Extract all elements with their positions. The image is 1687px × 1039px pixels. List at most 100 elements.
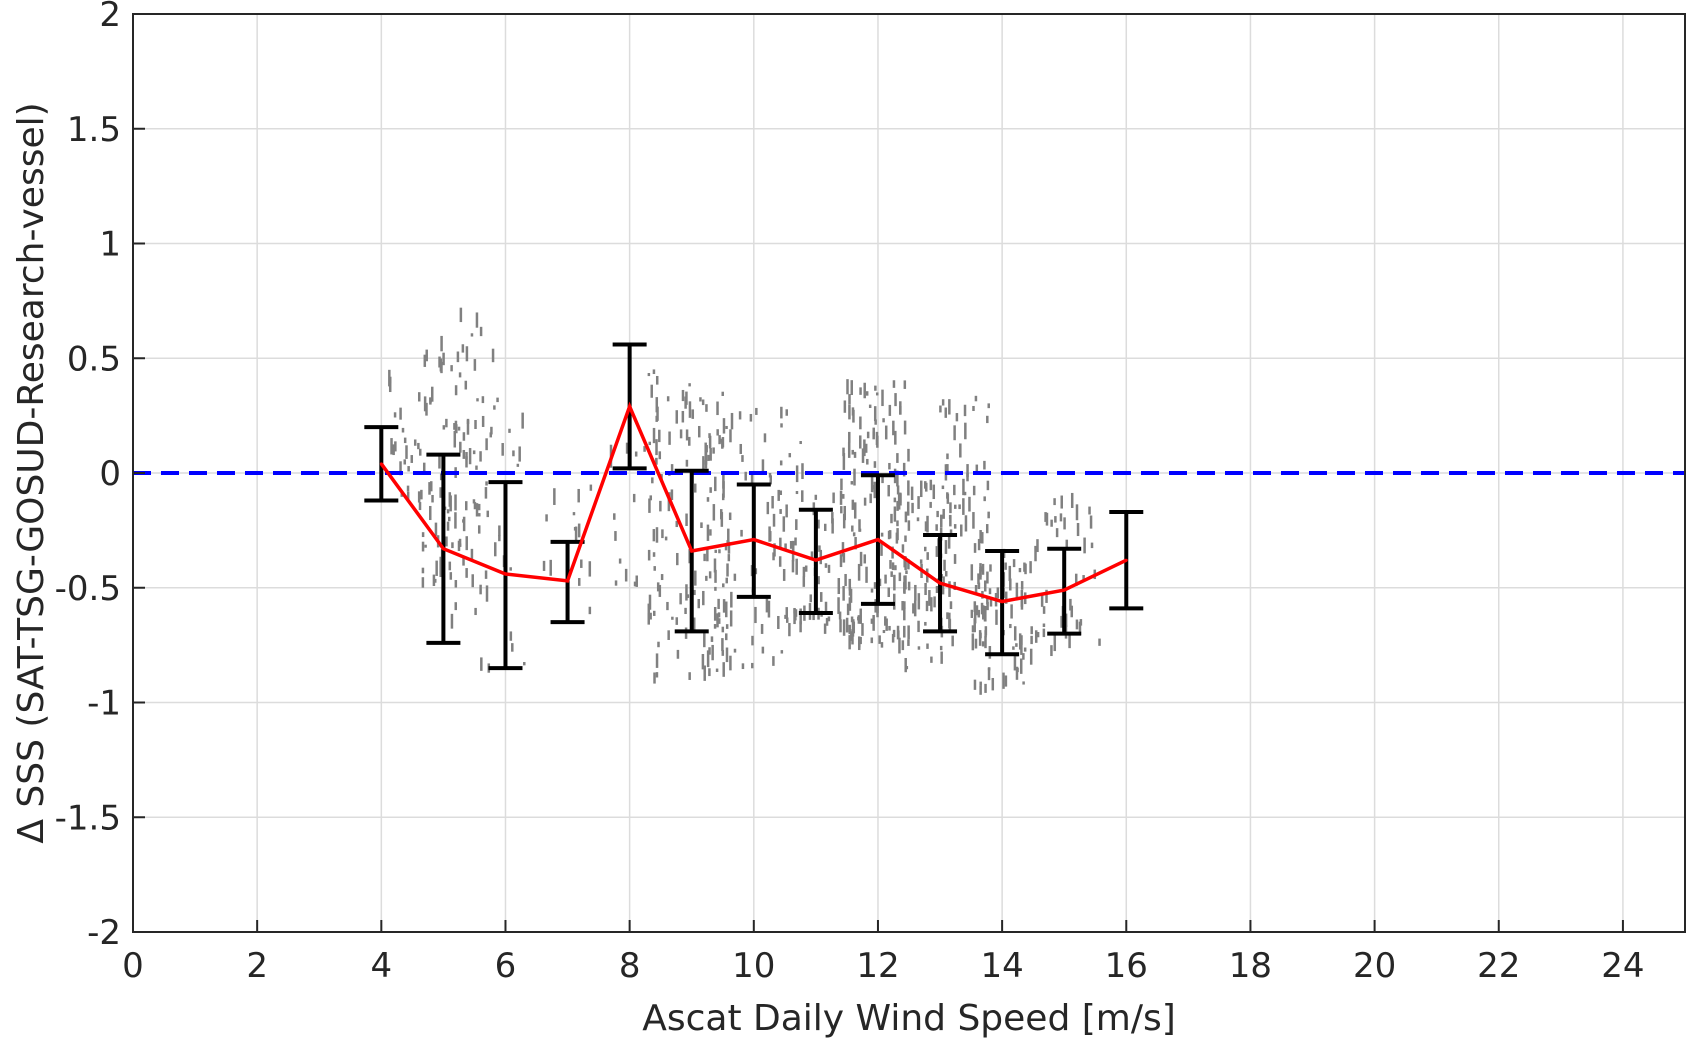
scatter-point	[761, 459, 765, 473]
scatter-point	[725, 577, 728, 584]
y-tick-label: 2	[99, 0, 121, 35]
scatter-point	[842, 553, 846, 563]
scatter-point	[907, 448, 910, 462]
scatter-point	[979, 567, 982, 578]
scatter-point	[944, 540, 948, 554]
scatter-point	[699, 397, 702, 402]
scatter-point	[880, 642, 884, 648]
scatter-point	[1004, 562, 1007, 570]
scatter-point	[701, 654, 705, 670]
scatter-point	[614, 580, 618, 586]
scatter-point	[670, 464, 674, 475]
scatter-point	[648, 594, 652, 610]
scatter-point	[549, 559, 552, 576]
scatter-point	[1015, 643, 1018, 647]
scatter-point	[891, 546, 894, 559]
scatter-point	[1010, 604, 1013, 619]
scatter-point	[390, 438, 393, 455]
scatter-point	[944, 571, 948, 577]
scatter-point	[899, 493, 902, 506]
scatter-point	[832, 492, 835, 504]
scatter-point	[897, 493, 901, 501]
scatter-point	[650, 384, 653, 398]
scatter-point	[713, 624, 717, 629]
scatter-point	[706, 650, 710, 668]
scatter-point	[784, 614, 787, 619]
scatter-point	[705, 445, 708, 453]
scatter-point	[694, 483, 697, 493]
scatter-point	[479, 451, 482, 462]
scatter-point	[793, 608, 796, 614]
scatter-point	[795, 519, 798, 530]
scatter-point	[399, 407, 402, 420]
scatter-point	[875, 392, 879, 396]
scatter-point	[863, 382, 866, 399]
scatter-point	[948, 399, 951, 415]
scatter-point	[643, 446, 646, 452]
scatter-point	[706, 524, 710, 541]
scatter-point	[827, 616, 831, 622]
scatter-point	[739, 443, 743, 454]
scatter-point	[484, 487, 488, 499]
scatter-point	[859, 551, 863, 567]
scatter-point	[984, 636, 987, 649]
scatter-point	[573, 526, 577, 531]
scatter-point	[901, 640, 905, 651]
scatter-point	[473, 359, 477, 371]
scatter-point	[857, 636, 861, 651]
scatter-point	[907, 480, 910, 496]
scatter-point	[842, 452, 846, 470]
scatter-point	[697, 599, 700, 609]
scatter-point	[1053, 498, 1056, 506]
scatter-point	[795, 465, 799, 483]
scatter-point	[1015, 582, 1019, 598]
scatter-point	[421, 577, 425, 588]
scatter-point	[1083, 537, 1086, 554]
scatter-point	[417, 392, 421, 402]
scatter-point	[714, 569, 717, 583]
mean-point	[379, 462, 383, 466]
scatter-point	[837, 578, 841, 595]
scatter-point	[713, 558, 717, 573]
scatter-point	[959, 443, 962, 458]
scatter-point	[481, 415, 485, 427]
scatter-point	[930, 656, 933, 663]
y-axis-ticks: -2 -1.5 -1 -0.5 0 0.5 1 1.5 2	[55, 0, 145, 953]
scatter-point	[850, 380, 854, 396]
scatter-point	[850, 481, 854, 485]
scatter-point	[458, 372, 462, 378]
scatter-point	[795, 490, 799, 495]
scatter-point	[1019, 658, 1023, 674]
scatter-point	[888, 462, 891, 470]
scatter-point	[470, 548, 474, 561]
scatter-point	[659, 500, 662, 512]
scatter-point	[839, 619, 842, 633]
scatter-point	[893, 506, 897, 522]
scatter-point	[846, 603, 850, 616]
scatter-point	[963, 491, 967, 496]
scatter-point	[874, 419, 877, 425]
scatter-point	[681, 389, 685, 402]
scatter-point	[777, 615, 780, 629]
scatter-point	[634, 451, 638, 457]
scatter-point	[453, 430, 457, 448]
scatter-point	[577, 523, 581, 538]
scatter-point	[501, 443, 504, 456]
mean-point	[503, 572, 507, 576]
scatter-point	[910, 486, 914, 501]
scatter-point	[917, 496, 920, 509]
scatter-point	[400, 493, 404, 497]
scatter-point	[717, 618, 721, 624]
scatter-point	[946, 492, 949, 499]
scatter-point	[1089, 515, 1093, 529]
scatter-point	[688, 401, 692, 418]
scatter-point	[653, 672, 656, 684]
scatter-point	[725, 601, 728, 618]
scatter-point	[848, 597, 852, 611]
scatter-point	[846, 379, 849, 395]
scatter-point	[707, 454, 710, 461]
scatter-point	[1070, 605, 1074, 616]
mean-point	[628, 404, 632, 408]
scatter-point	[711, 644, 714, 661]
